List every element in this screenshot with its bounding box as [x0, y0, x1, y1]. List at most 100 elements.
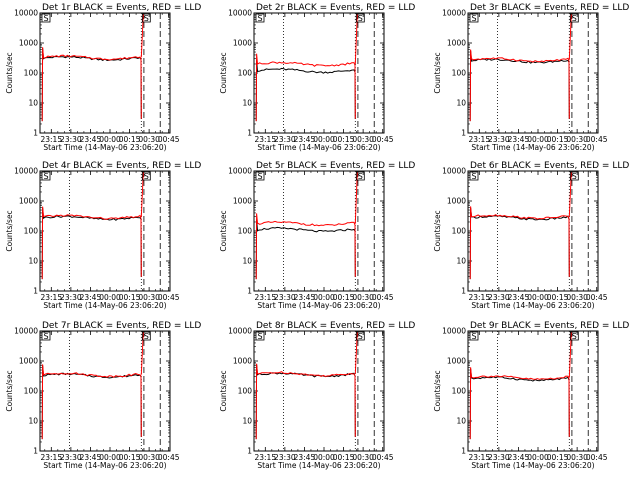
flag-label: S	[257, 332, 262, 341]
panel-title: Det 6r BLACK = Events, RED = LLD	[470, 161, 629, 171]
panel-title: Det 5r BLACK = Events, RED = LLD	[256, 161, 415, 171]
x-tick-label: 23:45	[508, 135, 530, 144]
y-tick-label: 1000	[19, 39, 38, 48]
x-tick-label: 00:30	[352, 135, 374, 144]
x-tick-label: 00:15	[119, 453, 141, 462]
panel-5: Det 5r BLACK = Events, RED = LLD 1 10 100 10…	[219, 161, 415, 310]
y-tick-label: 10	[242, 417, 252, 426]
flag-box	[141, 331, 151, 341]
x-axis-label: Start Time (14-May-06 23:06:20)	[471, 461, 594, 470]
y-tick-label: 10000	[14, 167, 38, 176]
panel-title: Det 8r BLACK = Events, RED = LLD	[256, 321, 415, 331]
flag-box	[569, 13, 579, 23]
y-axis-label: Counts/sec	[433, 370, 442, 411]
x-tick-label: 00:30	[566, 135, 588, 144]
flag-box	[41, 171, 51, 181]
flag-label: S	[144, 332, 149, 341]
x-tick-label: 23:15	[468, 293, 490, 302]
saa-spike-line	[354, 14, 358, 65]
x-tick-label: 00:00	[99, 453, 121, 462]
y-tick-label: 100	[24, 69, 39, 78]
y-tick-label: 100	[238, 69, 253, 78]
x-tick-label: 00:00	[313, 135, 335, 144]
panel-7: Det 7r BLACK = Events, RED = LLD 1 10 100 10…	[5, 321, 201, 470]
x-tick-label: 00:45	[586, 453, 608, 462]
y-tick-label: 100	[452, 227, 467, 236]
events-series-line	[469, 207, 570, 280]
y-tick-label: 1	[461, 447, 466, 456]
y-tick-label: 1	[247, 129, 252, 138]
x-tick-label: 23:30	[60, 453, 82, 462]
y-tick-label: 1	[33, 447, 38, 456]
x-tick-label: 23:15	[468, 453, 490, 462]
x-tick-label: 00:45	[158, 453, 180, 462]
y-axis-label: Counts/sec	[219, 52, 228, 93]
x-tick-label: 00:00	[527, 135, 549, 144]
x-tick-label: 23:15	[40, 293, 62, 302]
y-tick-label: 10000	[442, 9, 466, 18]
flag-box	[255, 331, 265, 341]
x-tick-label: 00:00	[527, 293, 549, 302]
lld-series-line	[255, 53, 356, 122]
panel-title: Det 3r BLACK = Events, RED = LLD	[470, 3, 629, 13]
x-tick-label: 23:30	[274, 453, 296, 462]
y-tick-label: 1000	[447, 197, 466, 206]
x-tick-label: 23:45	[508, 293, 530, 302]
flag-label: S	[257, 172, 262, 181]
x-tick-label: 23:45	[294, 453, 316, 462]
events-series-line	[469, 50, 570, 122]
x-tick-label: 00:00	[313, 293, 335, 302]
x-axis-label: Start Time (14-May-06 23:06:20)	[43, 143, 166, 152]
x-tick-label: 00:45	[586, 135, 608, 144]
x-tick-label: 00:15	[547, 293, 569, 302]
x-tick-label: 00:15	[333, 293, 355, 302]
panel-title: Det 2r BLACK = Events, RED = LLD	[256, 3, 415, 13]
x-tick-label: 23:45	[508, 453, 530, 462]
saa-spike-line	[140, 14, 144, 58]
saa-spike-line	[140, 332, 144, 375]
x-tick-label: 23:15	[40, 135, 62, 144]
y-tick-label: 10	[456, 417, 466, 426]
x-tick-label: 00:00	[313, 453, 335, 462]
y-tick-label: 1000	[233, 39, 252, 48]
x-tick-label: 23:30	[60, 135, 82, 144]
flag-label: S	[572, 172, 577, 181]
flag-box	[355, 13, 365, 23]
x-axis-label: Start Time (14-May-06 23:06:20)	[43, 461, 166, 470]
flag-label: S	[358, 14, 363, 23]
x-tick-label: 23:15	[468, 135, 490, 144]
y-tick-label: 10000	[228, 167, 252, 176]
x-tick-label: 00:45	[372, 453, 394, 462]
flag-label: S	[358, 332, 363, 341]
y-tick-label: 1	[461, 287, 466, 296]
plot-frame	[467, 170, 599, 292]
x-tick-label: 00:15	[333, 453, 355, 462]
y-tick-label: 1	[247, 447, 252, 456]
y-tick-label: 10000	[228, 9, 252, 18]
flag-label: S	[43, 14, 48, 23]
flag-box	[41, 331, 51, 341]
saa-spike-line	[354, 332, 358, 375]
x-tick-label: 00:00	[99, 135, 121, 144]
flag-box	[141, 171, 151, 181]
panel-2: Det 2r BLACK = Events, RED = LLD 1 10 100 10…	[219, 3, 415, 152]
x-axis-label: Start Time (14-May-06 23:06:20)	[257, 143, 380, 152]
y-tick-label: 1000	[19, 357, 38, 366]
flag-label: S	[471, 14, 476, 23]
x-tick-label: 23:15	[254, 453, 276, 462]
y-tick-label: 1	[33, 287, 38, 296]
flag-box	[469, 171, 479, 181]
x-tick-label: 00:45	[158, 135, 180, 144]
flag-box	[141, 13, 151, 23]
x-tick-label: 00:30	[138, 135, 160, 144]
x-tick-label: 00:30	[566, 453, 588, 462]
plot-frame	[467, 12, 599, 134]
x-tick-label: 00:45	[372, 293, 394, 302]
x-tick-label: 23:15	[40, 453, 62, 462]
y-tick-label: 100	[24, 387, 39, 396]
saa-spike-line	[354, 172, 358, 224]
panel-3: Det 3r BLACK = Events, RED = LLD 1 10 100 10…	[433, 3, 629, 152]
x-tick-label: 23:30	[60, 293, 82, 302]
flag-label: S	[471, 332, 476, 341]
flag-label: S	[572, 14, 577, 23]
